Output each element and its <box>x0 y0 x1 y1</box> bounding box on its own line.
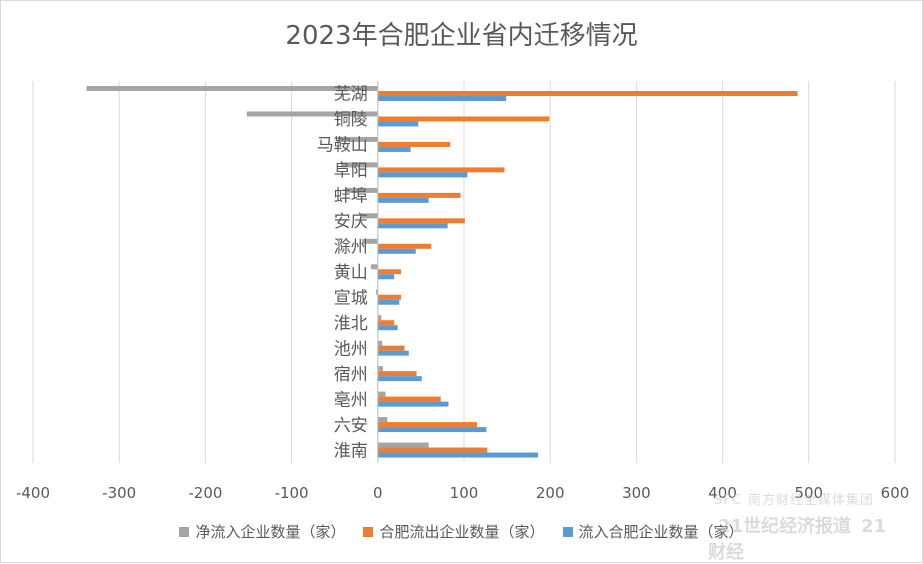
category-label: 淮北 <box>334 314 368 334</box>
category-label: 安庆 <box>334 212 368 232</box>
category-label: 六安 <box>334 416 368 436</box>
bar-net <box>376 289 378 295</box>
bar-net <box>377 340 383 346</box>
bar-inflow <box>377 121 419 127</box>
bar-net <box>246 111 378 117</box>
bar-outflow <box>377 422 477 428</box>
category-label: 马鞍山 <box>317 136 368 156</box>
legend-label-net: 净流入企业数量（家） <box>195 523 346 541</box>
x-tick-label: 500 <box>794 484 823 502</box>
bar-outflow <box>377 141 451 147</box>
category-label: 宣城 <box>334 288 368 308</box>
bar-inflow <box>377 376 422 382</box>
category-label: 亳州 <box>334 390 368 410</box>
chart-title: 2023年合肥企业省内迁移情况 <box>285 21 638 51</box>
category-label: 蚌埠 <box>334 187 368 207</box>
bar-outflow <box>377 396 441 402</box>
bar-inflow <box>377 223 448 229</box>
bar-net <box>362 238 378 244</box>
x-tick-label: -100 <box>275 484 309 502</box>
bar-net <box>370 264 378 270</box>
bar-net <box>377 391 386 397</box>
bar-outflow <box>377 192 461 198</box>
bar-outflow <box>377 345 405 351</box>
x-tick-label: 600 <box>881 484 910 502</box>
x-tick-label: 200 <box>536 484 565 502</box>
legend-swatch-inflow <box>562 526 573 537</box>
category-label: 阜阳 <box>334 161 368 181</box>
bar-net <box>360 213 378 219</box>
legend-swatch-net <box>179 526 190 537</box>
bar-inflow <box>377 96 507 101</box>
x-tick-label: 400 <box>708 484 737 502</box>
x-tick-label: 100 <box>450 484 479 502</box>
x-tick-label: 300 <box>622 484 651 502</box>
bar-inflow <box>377 299 400 305</box>
bar-net <box>345 187 378 193</box>
legend-item-outflow[interactable]: 合肥流出企业数量（家） <box>363 521 545 542</box>
bar-inflow <box>377 401 449 407</box>
bar-net <box>377 442 429 448</box>
watermark-brand: 21财经 <box>708 516 887 563</box>
bar-outflow <box>377 269 402 275</box>
category-label: 芜湖 <box>334 85 368 105</box>
legend-item-net[interactable]: 净流入企业数量（家） <box>179 521 345 542</box>
bar-net <box>340 162 378 168</box>
category-label: 淮南 <box>334 441 368 461</box>
legend-label-inflow: 流入合肥企业数量（家） <box>578 523 744 541</box>
x-tick-label: -200 <box>188 484 222 502</box>
category-label: 铜陵 <box>334 110 368 130</box>
bar-outflow <box>377 320 395 326</box>
bar-outflow <box>377 218 465 224</box>
legend-label-outflow: 合肥流出企业数量（家） <box>379 523 545 541</box>
bar-net <box>86 86 378 91</box>
legend-swatch-outflow <box>363 526 374 537</box>
bar-net <box>377 366 383 372</box>
bar-outflow <box>377 447 488 453</box>
bar-inflow <box>377 172 468 178</box>
bar-inflow <box>377 427 487 433</box>
bar-net <box>338 136 378 142</box>
bar-outflow <box>377 116 550 122</box>
bar-outflow <box>377 167 505 173</box>
bar-net <box>377 417 388 423</box>
bar-outflow <box>377 371 417 377</box>
bar-outflow <box>377 91 798 96</box>
x-tick-label: -400 <box>16 484 50 502</box>
category-label: 池州 <box>334 339 368 359</box>
bar-net <box>377 315 382 321</box>
watermark-logo: SFC <box>714 493 742 508</box>
bar-inflow <box>377 146 411 152</box>
legend-item-inflow[interactable]: 流入合肥企业数量（家） <box>562 521 744 542</box>
category-label: 滁州 <box>334 238 368 258</box>
bar-inflow <box>377 350 409 356</box>
category-label: 黄山 <box>334 263 368 283</box>
bar-outflow <box>377 243 432 249</box>
watermark-line1: 南方财经全媒体集团 <box>747 493 874 508</box>
category-label: 宿州 <box>334 365 368 385</box>
watermark-line2: 21世纪经济报道 <box>718 516 852 537</box>
x-tick-label: -300 <box>102 484 136 502</box>
bar-outflow <box>377 294 402 300</box>
bar-inflow <box>377 197 429 203</box>
x-tick-label: 0 <box>373 484 383 502</box>
bar-inflow <box>377 274 395 280</box>
watermark: SFC 南方财经全媒体集团 21世纪经济报道 21财经 <box>708 485 898 563</box>
bar-inflow <box>377 452 539 458</box>
bar-inflow <box>377 248 416 254</box>
legend: 净流入企业数量（家） 合肥流出企业数量（家） 流入合肥企业数量（家） <box>1 521 922 542</box>
bar-inflow <box>377 325 398 331</box>
